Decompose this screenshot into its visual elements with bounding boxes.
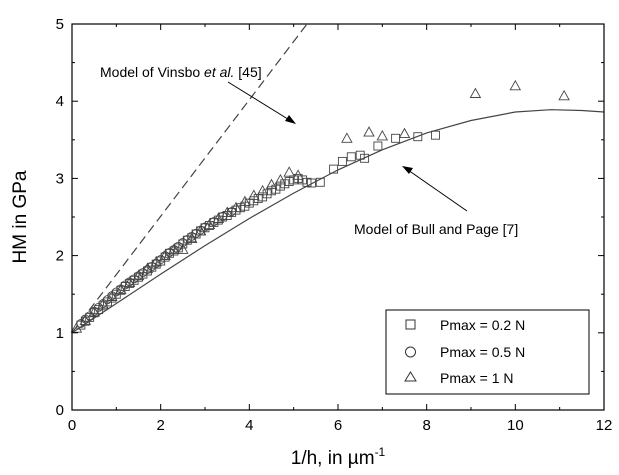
point-circle-15 — [142, 265, 152, 274]
x-tick-label-4: 4 — [245, 417, 253, 434]
point-square-55 — [337, 156, 347, 166]
point-square-61 — [413, 132, 423, 142]
point-square-56 — [346, 152, 356, 162]
annotation-bull-page: Model of Bull and Page [7] — [354, 221, 518, 237]
point-triangle-5 — [115, 283, 127, 295]
x-tick-label-12: 12 — [596, 417, 613, 434]
x-axis-title-superscript: -1 — [375, 445, 386, 459]
point-triangle-30 — [469, 87, 482, 98]
x-axis-title: 1/h, in µm-1 — [291, 445, 386, 469]
point-circle-16 — [147, 261, 157, 271]
point-circle-26 — [191, 228, 201, 238]
y-tick-label-5: 5 — [56, 16, 64, 33]
x-tick-label-2: 2 — [156, 417, 164, 434]
point-triangle-6 — [123, 276, 136, 288]
point-triangle-26 — [341, 132, 353, 143]
legend-marker-square — [405, 319, 416, 330]
legend-marker-triangle — [404, 371, 417, 382]
legend-marker-circle — [405, 346, 416, 358]
y-axis-title: HM in GPa — [10, 170, 31, 263]
point-triangle-10 — [159, 249, 171, 261]
point-square-53 — [315, 177, 325, 187]
point-triangle-7 — [132, 269, 145, 281]
x-tick-label-6: 6 — [334, 417, 342, 434]
point-triangle-4 — [106, 290, 118, 301]
point-triangle-0 — [70, 322, 83, 333]
point-triangle-27 — [363, 126, 375, 137]
annotation-bull-page-arrow — [407, 169, 468, 212]
point-triangle-8 — [141, 262, 154, 274]
point-triangle-28 — [376, 129, 389, 141]
x-tick-label-10: 10 — [507, 417, 524, 434]
point-triangle-20 — [248, 189, 260, 200]
point-square-50 — [298, 175, 307, 185]
point-square-58 — [360, 153, 370, 163]
point-circle-29 — [209, 217, 219, 227]
legend-label-0: Pmax = 0.2 N — [440, 317, 525, 333]
point-triangle-24 — [283, 166, 295, 177]
annotation-vinsbo: Model of Vinsbo et al. [45] — [100, 64, 262, 80]
point-triangle-31 — [509, 79, 522, 91]
y-tick-label-0: 0 — [56, 402, 64, 419]
annotation-vinsbo-arrow — [227, 81, 292, 122]
point-circle-24 — [182, 234, 192, 244]
legend-label-2: Pmax = 1 N — [440, 370, 514, 386]
annotation-bull-page-arrowhead — [402, 166, 413, 174]
point-triangle-32 — [558, 89, 570, 101]
point-triangle-22 — [265, 178, 278, 190]
model-vinsbo-line — [72, 24, 308, 334]
point-triangle-21 — [256, 184, 269, 196]
point-circle-25 — [187, 231, 197, 241]
point-triangle-11 — [168, 243, 180, 254]
point-triangle-25 — [292, 169, 304, 180]
point-square-59 — [373, 141, 383, 151]
legend-box — [385, 309, 590, 395]
point-square-52 — [306, 178, 316, 188]
y-tick-label-3: 3 — [56, 170, 64, 187]
point-circle-20 — [165, 248, 174, 257]
model-bull-page-curve — [72, 109, 604, 334]
point-square-47 — [284, 177, 294, 186]
legend-label-1: Pmax = 0.5 N — [440, 344, 525, 360]
point-triangle-3 — [97, 298, 109, 309]
point-square-54 — [329, 164, 339, 174]
point-triangle-9 — [150, 255, 162, 267]
x-axis-ticks: 0 2 4 6 8 10 12 — [68, 24, 613, 434]
y-tick-label-2: 2 — [56, 248, 64, 265]
point-triangle-23 — [274, 173, 287, 185]
point-triangle-18 — [230, 201, 242, 213]
point-triangle-16 — [212, 212, 225, 223]
model-curves — [72, 24, 604, 334]
point-triangle-29 — [398, 127, 411, 139]
x-tick-label-8: 8 — [422, 417, 430, 434]
point-square-44 — [271, 184, 281, 194]
point-triangle-17 — [221, 206, 233, 217]
y-tick-label-1: 1 — [56, 325, 64, 342]
x-tick-label-0: 0 — [68, 417, 76, 434]
point-triangle-13 — [185, 232, 198, 244]
annotation-vinsbo-arrowhead — [285, 115, 296, 124]
y-axis-ticks: 0 1 2 3 4 5 — [56, 16, 604, 419]
point-triangle-14 — [194, 224, 207, 236]
point-triangle-1 — [79, 314, 92, 325]
point-triangle-12 — [177, 243, 189, 254]
y-tick-label-4: 4 — [56, 93, 64, 110]
point-square-41 — [258, 192, 268, 202]
point-triangle-19 — [239, 195, 251, 207]
point-square-60 — [391, 133, 401, 143]
point-square-62 — [431, 130, 440, 140]
point-triangle-2 — [88, 306, 100, 317]
point-triangle-15 — [203, 218, 216, 230]
legend: Pmax = 0.2 N Pmax = 0.5 N Pmax = 1 N — [385, 309, 590, 395]
data-points — [70, 79, 570, 333]
